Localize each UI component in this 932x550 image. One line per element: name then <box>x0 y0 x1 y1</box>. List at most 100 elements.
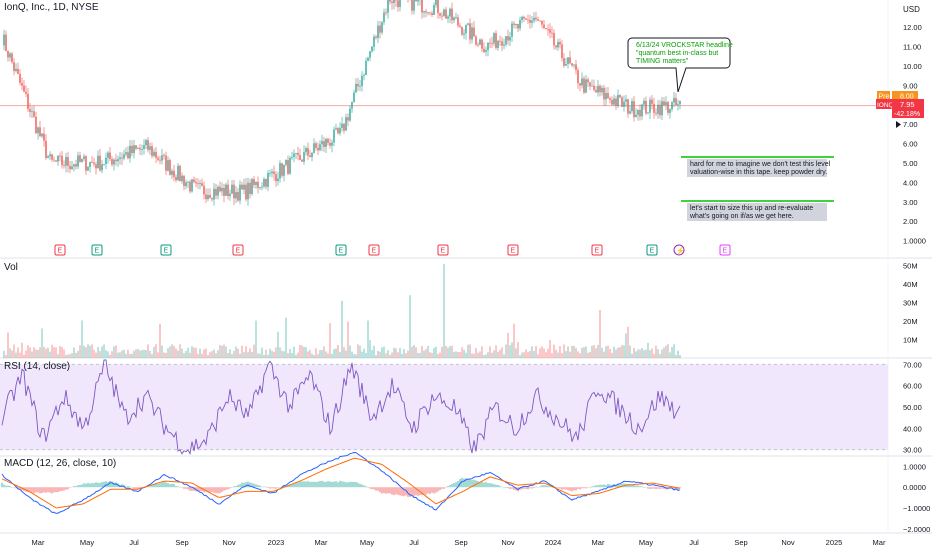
volume-bar <box>3 350 5 358</box>
earnings-events[interactable]: E E E E E E E E E E ⚡ E <box>54 244 731 256</box>
candle-body <box>307 148 309 156</box>
candle-body <box>445 9 447 19</box>
volume-bar <box>347 321 349 358</box>
symbol-title[interactable]: IonQ, Inc., 1D, NYSE <box>4 2 99 13</box>
volume-bar <box>213 349 215 358</box>
macd-hist-bar <box>373 487 375 490</box>
candle-body <box>625 99 627 102</box>
volume-bar <box>195 347 197 358</box>
volume-bar <box>311 353 313 358</box>
macd-hist-bar <box>615 484 617 488</box>
volume-bar <box>471 353 473 358</box>
volume-bar <box>591 345 593 358</box>
candle-body <box>51 154 53 160</box>
candle-body <box>383 12 385 23</box>
candle-body <box>83 156 85 159</box>
macd-hist-bar <box>647 487 649 489</box>
macd-title[interactable]: MACD (12, 26, close, 10) <box>4 458 117 469</box>
macd-hist-bar <box>601 484 603 488</box>
volume-bar <box>513 323 515 358</box>
candle-body <box>339 127 341 134</box>
time-axis[interactable]: Mar May Jul Sep Nov 2023 Mar May Jul Sep Nov 2024 Ma… <box>32 538 886 547</box>
price-tick-label: 4.00 <box>903 178 918 187</box>
macd-hist-bar <box>597 485 599 488</box>
volume-bar <box>309 349 311 358</box>
macd-hist-bar <box>409 487 411 498</box>
candle-body <box>169 160 171 175</box>
macd-hist-bar <box>145 487 147 488</box>
macd-hist-bar <box>557 487 559 489</box>
candle-body <box>435 0 437 5</box>
note1-box[interactable] <box>687 159 827 177</box>
candle-body <box>285 160 287 165</box>
volume-bar <box>281 350 283 358</box>
notes[interactable]: hard for me to imagine we don't test thi… <box>681 156 834 221</box>
candle-body <box>47 156 49 158</box>
candle-body <box>375 36 377 38</box>
earnings-event-icon <box>91 244 103 256</box>
volume-bar <box>369 340 371 358</box>
candle-body <box>649 99 651 113</box>
candle-body <box>129 145 131 159</box>
macd-pane[interactable] <box>1 451 681 514</box>
candle-body <box>663 101 665 106</box>
time-tick-label: Jul <box>689 538 699 547</box>
candle-body <box>95 164 97 169</box>
volume-bar <box>655 345 657 358</box>
note2-box[interactable] <box>687 203 827 221</box>
macd-hist-bar <box>483 482 485 488</box>
candle-body <box>597 85 599 93</box>
rsi-pane[interactable] <box>0 359 888 455</box>
volume-bar <box>371 349 373 358</box>
volume-bar <box>171 344 173 358</box>
candle-body <box>295 152 297 154</box>
candle-body <box>557 41 559 48</box>
volume-bar <box>243 352 245 358</box>
macd-hist-bar <box>533 487 535 489</box>
volume-bar <box>339 352 341 358</box>
volume-bar <box>261 347 263 358</box>
volume-bar <box>283 351 285 358</box>
volume-bar <box>313 355 315 358</box>
time-tick-label: Mar <box>873 538 886 547</box>
macd-hist-bar <box>405 487 407 496</box>
candle-body <box>69 165 71 170</box>
macd-hist-bar <box>299 481 301 488</box>
price-pane[interactable] <box>0 0 888 206</box>
macd-hist-bar <box>595 485 597 488</box>
volume-bar <box>451 345 453 358</box>
volume-bar <box>57 354 59 358</box>
volume-title[interactable]: Vol <box>4 262 18 273</box>
volume-bar <box>435 346 437 358</box>
callout-annotation[interactable]: 6/13/24 VROCKSTAR headline "quantum best … <box>627 37 733 93</box>
macd-hist-bar <box>163 481 165 488</box>
macd-hist-bar <box>355 481 357 488</box>
volume-bar <box>45 348 47 358</box>
macd-hist-bar <box>249 482 251 488</box>
macd-hist-bar <box>357 482 359 488</box>
macd-hist-bar <box>9 485 11 488</box>
rsi-title[interactable]: RSI (14, close) <box>4 361 71 372</box>
candle-body <box>517 23 519 29</box>
candle-body <box>637 109 639 115</box>
callout-bubble[interactable] <box>627 37 731 93</box>
candle-body <box>459 25 461 27</box>
macd-hist-bar <box>287 485 289 488</box>
volume-bar <box>511 342 513 358</box>
volume-bar <box>247 352 249 358</box>
macd-hist-bar <box>283 485 285 488</box>
macd-hist-bar <box>321 480 323 488</box>
volume-bar <box>271 350 273 358</box>
volume-bar <box>393 347 395 358</box>
volume-bar <box>15 352 17 358</box>
candle-body <box>107 152 109 158</box>
volume-pane[interactable] <box>3 263 681 358</box>
candle-body <box>77 155 79 167</box>
candle-body <box>55 160 57 162</box>
candle-body <box>541 20 543 25</box>
volume-bar <box>193 347 195 358</box>
volume-bar <box>429 352 431 358</box>
candle-body <box>257 181 259 188</box>
candle-body <box>473 27 475 37</box>
price-axis[interactable]: 12.00 11.00 10.00 9.00 8.00 7.00 6.00 5.00 4.00 3… <box>903 23 926 246</box>
